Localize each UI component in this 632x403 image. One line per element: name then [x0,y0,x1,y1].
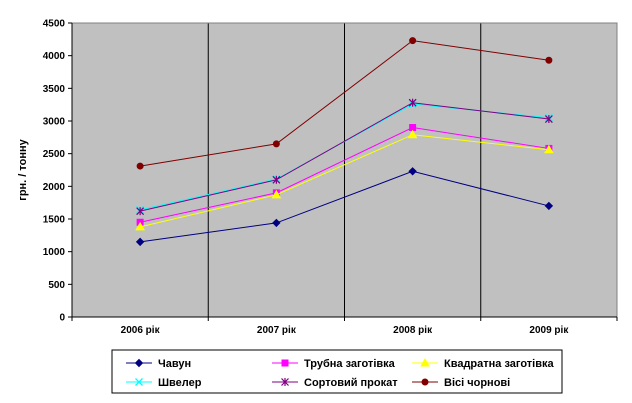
legend-label: Чавун [158,358,191,370]
circle-marker [272,140,280,148]
diamond-marker [135,237,145,247]
legend-item: Трубна заготівка [272,358,396,370]
legend [111,349,563,394]
star-marker [281,378,289,386]
legend-label: Сортовий прокат [304,377,398,389]
x-tick-label: 2006 рік [121,325,161,336]
legend-item: Сортовий прокат [272,377,398,389]
series-line [140,170,549,243]
series-Чавун [135,167,554,247]
star-marker [272,175,281,184]
legend-label: Трубна заготівка [304,358,396,370]
legend-item: Вісі чорнові [412,377,510,389]
legend-item: Швелер [126,377,202,389]
y-tick-label: 4500 [43,19,66,30]
legend-label: Швелер [158,377,202,389]
series-line [140,102,549,212]
series-line [140,40,549,167]
y-tick-label: 2500 [43,149,66,160]
triangle-marker [420,357,430,367]
y-tick-label: 1000 [43,247,66,258]
y-tick-label: 4000 [43,51,66,62]
x-axis-ticks: 2006 рік 2007 рік 2008 рік 2009 рік [71,317,618,336]
series-lines [135,37,554,247]
circle-marker [136,162,144,170]
diamond-marker [134,358,144,368]
star-marker [408,98,417,107]
circle-marker [409,37,417,45]
x-tick-label: 2007 рік [257,325,297,336]
legend-item: Квадратна заготівка [412,357,555,370]
x-tick-label: 2009 рік [529,325,569,336]
triangle-marker [271,189,282,199]
legend-items: Чавун Трубна заготівка Квадратна заготівка… [126,357,555,389]
y-tick-label: 2000 [43,182,66,193]
y-tick-label: 500 [48,280,65,291]
triangle-marker [135,221,145,231]
star-marker [544,115,553,124]
diamond-marker [544,201,554,211]
legend-item: Чавун [126,358,191,370]
circle-marker [545,56,553,64]
x-marker [135,378,143,386]
diamond-marker [272,218,281,228]
triangle-marker [407,129,418,139]
y-axis-title: грн. / тонну [17,138,29,200]
circle-marker [421,378,429,386]
series-Сортовий прокат [136,98,553,216]
y-tick-label: 1500 [43,215,66,226]
series-line [140,134,549,228]
series-Вісі чорнові [136,37,553,170]
legend-label: Вісі чорнові [444,377,510,389]
y-tick-label: 0 [59,313,65,324]
x-tick-label: 2008 рік [393,325,433,336]
square-marker [409,124,417,132]
star-marker [136,207,145,216]
diamond-marker [408,167,417,176]
square-marker [281,359,289,367]
y-tick-label: 3500 [43,84,66,95]
legend-label: Квадратна заготівка [444,358,555,370]
y-tick-label: 3000 [43,117,66,128]
triangle-marker [544,144,554,154]
series-line [140,127,549,223]
series-Квадратна заготівка [135,129,554,231]
y-axis-ticks: 0 500 1000 1500 2000 2500 3000 3500 4000 4500 [43,19,72,324]
